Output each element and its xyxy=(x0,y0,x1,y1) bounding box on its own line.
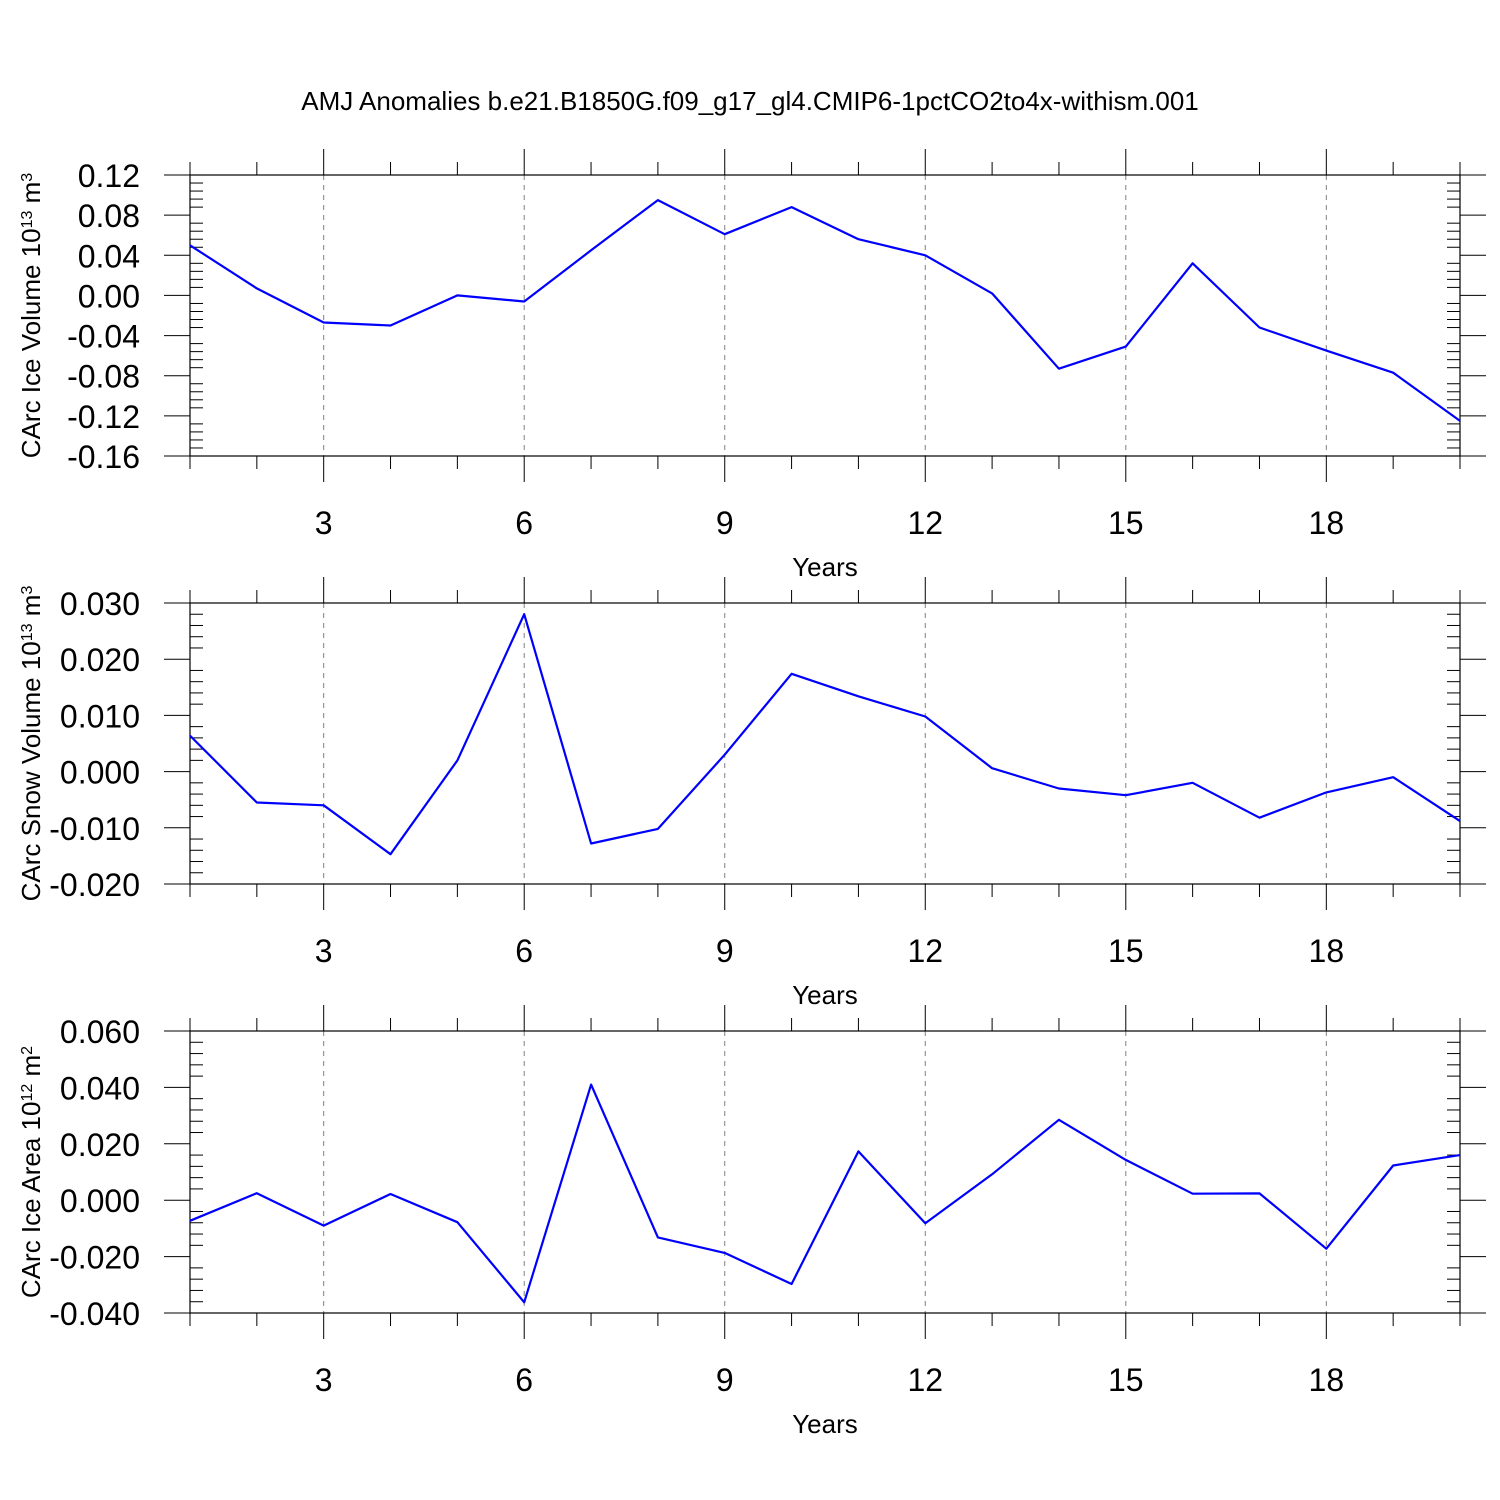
y-tick-label: 0.12 xyxy=(78,158,140,194)
y-tick-label: 0.08 xyxy=(78,198,140,234)
x-tick-label: 9 xyxy=(716,1362,734,1398)
x-tick-label: 18 xyxy=(1309,933,1345,969)
y-axis-label-part: CArc Ice Volume 10 xyxy=(16,228,46,458)
y-tick-label: -0.08 xyxy=(67,359,140,395)
x-tick-label: 6 xyxy=(515,1362,533,1398)
y-tick-label: 0.020 xyxy=(60,642,140,678)
y-axis-label-part: m xyxy=(16,182,46,211)
data-series-line xyxy=(189,1083,1461,1304)
data-series-line xyxy=(189,199,1461,422)
y-axis-label-superscript: 13 xyxy=(19,623,36,641)
y-tick-label: -0.020 xyxy=(49,867,140,903)
x-tick-label: 15 xyxy=(1108,505,1144,541)
y-axis-label-superscript: 13 xyxy=(19,211,36,229)
y-axis-label-part: CArc Snow Volume 10 xyxy=(16,641,46,901)
y-axis-label-part: CArc Ice Area 10 xyxy=(16,1102,46,1299)
x-tick-label: 12 xyxy=(907,505,943,541)
x-tick-label: 6 xyxy=(515,933,533,969)
plot-frame xyxy=(189,602,1461,885)
panel-1: -0.16 -0.12 -0.08 -0.04 0.00 0.04 0.08 0.12 3 6 9 1… xyxy=(16,149,1486,582)
x-tick-label: 12 xyxy=(907,1362,943,1398)
y-axis-label-superscript: 2 xyxy=(19,1046,36,1055)
y-tick-label: 0.04 xyxy=(78,238,140,274)
y-tick-label: 0.00 xyxy=(78,278,140,314)
y-axis-label: CArc Ice Area 1012 m2 xyxy=(16,1046,46,1298)
y-tick-label: -0.010 xyxy=(49,811,140,847)
y-axis-label-superscript: 3 xyxy=(19,586,36,595)
y-tick-label: -0.020 xyxy=(49,1240,140,1276)
y-tick-label: -0.16 xyxy=(67,439,140,475)
y-axis-label-part: m xyxy=(16,1055,46,1084)
y-axis-label: CArc Ice Volume 1013 m3 xyxy=(16,173,46,458)
y-axis-label-superscript: 3 xyxy=(19,173,36,182)
y-axis-label-part: m xyxy=(16,595,46,624)
y-tick-label: 0.040 xyxy=(60,1070,140,1106)
y-tick-label: 0.020 xyxy=(60,1127,140,1163)
y-tick-label: -0.12 xyxy=(67,399,140,435)
x-tick-label: 15 xyxy=(1108,933,1144,969)
x-tick-label: 3 xyxy=(315,1362,333,1398)
y-tick-label: 0.000 xyxy=(60,1183,140,1219)
chart-title: AMJ Anomalies b.e21.B1850G.f09_g17_gl4.C… xyxy=(301,86,1199,116)
y-tick-label: -0.04 xyxy=(67,319,140,355)
x-tick-label: 18 xyxy=(1309,505,1345,541)
panel-3: -0.040 -0.020 0.000 0.020 0.040 0.060 3 6 9 12 15 1… xyxy=(16,1005,1486,1439)
y-tick-label: 0.010 xyxy=(60,698,140,734)
x-tick-label: 9 xyxy=(716,933,734,969)
y-axis-label-superscript: 12 xyxy=(19,1084,36,1102)
x-tick-label: 6 xyxy=(515,505,533,541)
y-tick-label: 0.060 xyxy=(60,1014,140,1050)
x-axis-label: Years xyxy=(792,980,858,1010)
plot-frame xyxy=(189,1030,1461,1314)
x-tick-label: 3 xyxy=(315,505,333,541)
y-tick-label: 0.030 xyxy=(60,586,140,622)
x-tick-label: 15 xyxy=(1108,1362,1144,1398)
y-axis-label: CArc Snow Volume 1013 m3 xyxy=(16,586,46,902)
x-axis-label: Years xyxy=(792,552,858,582)
y-tick-label: 0.000 xyxy=(60,755,140,791)
y-tick-label: -0.040 xyxy=(49,1296,140,1332)
panel-2: -0.020 -0.010 0.000 0.010 0.020 0.030 3 6 9 12 15 1… xyxy=(16,577,1486,1010)
plot-frame xyxy=(189,174,1461,457)
x-tick-label: 3 xyxy=(315,933,333,969)
data-series-line xyxy=(189,613,1461,856)
x-tick-label: 9 xyxy=(716,505,734,541)
x-tick-label: 12 xyxy=(907,933,943,969)
x-tick-label: 18 xyxy=(1309,1362,1345,1398)
x-axis-label: Years xyxy=(792,1409,858,1439)
